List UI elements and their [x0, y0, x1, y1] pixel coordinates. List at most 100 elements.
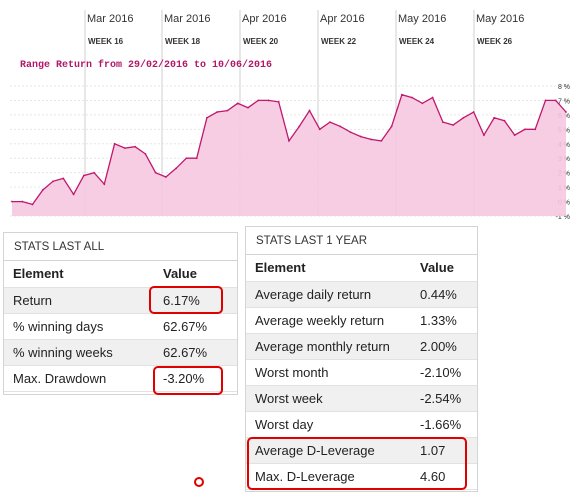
y-tick-label: 8 %: [558, 84, 570, 91]
data-point: [206, 116, 208, 119]
week-label: WEEK 20: [243, 37, 279, 46]
data-point: [62, 177, 65, 180]
chart-svg: Mar 2016 Mar 2016 Apr 2016 Apr 2016 May 2016…: [0, 0, 582, 228]
element-cell: Max. D-Leverage: [246, 463, 411, 490]
data-point: [52, 180, 54, 183]
table-row: Worst month -2.10%: [246, 359, 477, 386]
data-point: [123, 147, 126, 150]
data-point: [82, 174, 85, 177]
data-point: [380, 139, 383, 142]
data-point: [21, 200, 24, 203]
series-area: [12, 94, 566, 216]
data-point: [236, 102, 239, 105]
data-point: [11, 200, 13, 203]
circle-marker: [194, 477, 204, 487]
element-cell: Worst day: [246, 411, 411, 438]
data-point: [134, 145, 137, 148]
element-cell: % winning days: [4, 313, 154, 340]
element-cell: Average monthly return: [246, 333, 411, 360]
data-point: [195, 157, 198, 160]
month-label: May 2016: [476, 13, 524, 25]
week-label: WEEK 26: [477, 37, 513, 46]
data-point: [247, 106, 249, 109]
data-point: [493, 116, 496, 119]
table-row: Worst week -2.54%: [246, 385, 477, 412]
data-point: [288, 139, 290, 142]
data-point: [216, 111, 219, 113]
data-point: [329, 121, 331, 124]
y-tick-label: -1 %: [556, 214, 570, 221]
table-row: Max. D-Leverage 4.60: [246, 463, 477, 490]
data-point: [267, 99, 270, 102]
stats-last-1-year-table: Element Value Average daily return 0.44%…: [246, 255, 477, 490]
table-row: % winning weeks 62.67%: [4, 339, 237, 366]
range-return-label: Range Return from 29/02/2016 to 10/06/20…: [20, 59, 272, 71]
element-cell: Average daily return: [246, 281, 411, 308]
week-label: WEEK 24: [399, 37, 435, 46]
value-cell: 6.17%: [154, 287, 237, 314]
table-row: Average monthly return 2.00%: [246, 333, 477, 360]
data-point: [339, 125, 342, 128]
week-label: WEEK 16: [88, 37, 124, 46]
element-cell: Average weekly return: [246, 307, 411, 334]
stats-last-all-title: STATS LAST ALL: [4, 233, 237, 261]
month-label: Mar 2016: [87, 13, 133, 25]
range-return-chart: Mar 2016 Mar 2016 Apr 2016 Apr 2016 May 2016…: [0, 0, 582, 228]
month-label: Apr 2016: [242, 13, 287, 25]
value-cell: 0.44%: [411, 281, 477, 308]
week-label: WEEK 18: [165, 37, 201, 46]
element-cell: Max. Drawdown: [4, 365, 154, 392]
data-point: [390, 125, 393, 128]
data-point: [441, 121, 444, 124]
value-cell: 4.60: [411, 463, 477, 490]
data-point: [103, 183, 106, 186]
data-point: [483, 134, 485, 137]
table-row: Average D-Leverage 1.07: [246, 437, 477, 464]
stats-last-all-table: Element Value Return 6.17% % winning day…: [4, 261, 237, 392]
value-cell: -3.20%: [154, 365, 237, 392]
value-cell: -2.10%: [411, 359, 477, 386]
data-point: [41, 189, 44, 191]
data-point: [462, 116, 465, 119]
month-label: May 2016: [398, 13, 446, 25]
data-point: [544, 99, 547, 102]
month-label: Mar 2016: [164, 13, 210, 25]
data-point: [277, 100, 280, 103]
value-cell: 62.67%: [154, 339, 237, 366]
table-row: Average daily return 0.44%: [246, 281, 477, 308]
data-point: [72, 193, 75, 196]
value-cell: -2.54%: [411, 385, 477, 412]
table-row: Max. Drawdown -3.20%: [4, 365, 237, 392]
data-point: [113, 142, 116, 145]
data-point: [144, 152, 147, 155]
data-point: [452, 124, 455, 126]
data-point: [554, 99, 557, 102]
data-point: [257, 99, 260, 102]
data-point: [154, 171, 157, 174]
data-point: [411, 96, 414, 99]
value-cell: 1.07: [411, 437, 477, 464]
value-cell: 62.67%: [154, 313, 237, 340]
data-point: [400, 93, 403, 96]
element-cell: % winning weeks: [4, 339, 154, 366]
data-point: [185, 157, 188, 160]
table-row: Average weekly return 1.33%: [246, 307, 477, 334]
y-tick-label: 7 %: [558, 98, 570, 105]
column-header-element: Element: [246, 255, 411, 282]
data-point: [359, 135, 362, 138]
data-point: [308, 109, 311, 112]
data-point: [565, 111, 567, 113]
column-header-value: Value: [154, 261, 237, 288]
month-label: Apr 2016: [320, 13, 365, 25]
data-point: [421, 102, 424, 105]
data-point: [472, 111, 475, 113]
data-point: [175, 167, 178, 170]
stats-last-1-year-panel: STATS LAST 1 YEAR Element Value Average …: [245, 226, 478, 492]
value-cell: 2.00%: [411, 333, 477, 360]
data-point: [524, 128, 526, 131]
element-cell: Return: [4, 287, 154, 314]
stats-last-all-panel: STATS LAST ALL Element Value Return 6.17…: [3, 232, 238, 395]
table-row: Return 6.17%: [4, 287, 237, 314]
element-cell: Worst month: [246, 359, 411, 386]
data-point: [503, 119, 506, 122]
